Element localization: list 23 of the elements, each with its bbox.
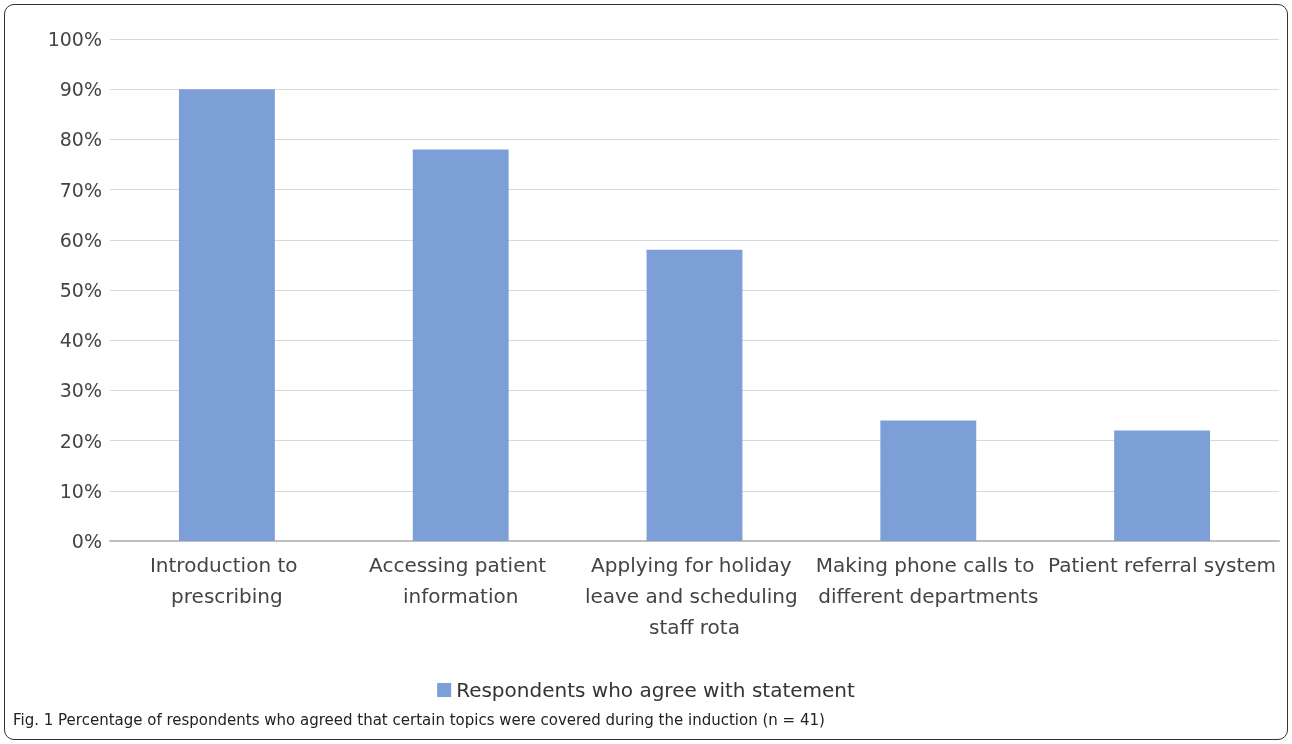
- x-tick-label: Introduction to prescribing: [149, 552, 304, 608]
- y-tick-label: 80%: [59, 128, 102, 151]
- legend-label: Respondents who agree with statement: [456, 678, 856, 702]
- y-tick-label: 30%: [59, 379, 102, 402]
- y-tick-label: 70%: [59, 178, 102, 201]
- bar: [178, 89, 275, 541]
- y-tick-label: 10%: [59, 479, 102, 502]
- y-tick-label: 90%: [59, 78, 102, 101]
- bar: [1114, 430, 1211, 541]
- y-tick-label: 50%: [59, 279, 102, 301]
- y-tick-label: 100%: [47, 28, 102, 50]
- x-tick-label: Making phone calls to different departments: [815, 552, 1041, 608]
- y-tick-label: 60%: [59, 228, 102, 251]
- y-tick-label: 40%: [59, 329, 102, 352]
- x-tick-label: Accessing patient information: [369, 552, 553, 608]
- y-tick-label: 20%: [59, 429, 102, 452]
- x-tick-label: Applying for holiday leave and scheduling staff rota: [584, 552, 805, 639]
- caption: Fig. 1 Percentage of respondents who agreed that certain topics were covered during the induction (n = 41): [13, 711, 825, 729]
- bar: [880, 420, 977, 541]
- x-tick-label: Patient referral system: [1048, 552, 1277, 577]
- bar: [412, 149, 509, 541]
- bar: [646, 249, 743, 541]
- y-tick-label: 0%: [71, 530, 102, 552]
